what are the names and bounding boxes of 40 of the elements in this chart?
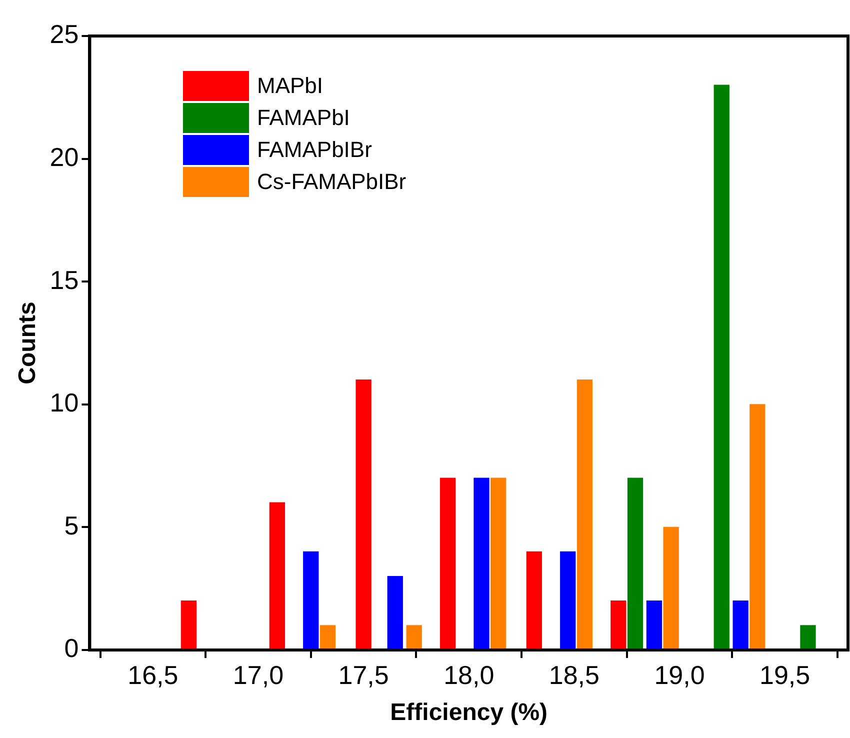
bar [440, 478, 456, 650]
bar [320, 625, 336, 650]
bar [610, 600, 626, 650]
x-tick-label: 17,5 [338, 660, 389, 690]
bar [303, 551, 319, 650]
x-tick-label: 19,0 [654, 660, 705, 690]
bar [750, 404, 766, 650]
bar [714, 84, 730, 650]
bar [663, 526, 679, 650]
bar [406, 625, 422, 650]
legend-label: MAPbI [257, 73, 324, 99]
y-tick-label: 0 [64, 633, 79, 664]
bar [526, 551, 542, 650]
bar [646, 600, 662, 650]
x-tick-label: 17,0 [232, 660, 284, 690]
bar [627, 478, 644, 650]
x-tick-label: 18,5 [548, 660, 600, 690]
bar [356, 380, 372, 650]
bar [387, 576, 403, 650]
bar [180, 600, 197, 650]
x-tick-label: 16,5 [128, 660, 178, 690]
bar [732, 600, 748, 650]
x-tick-label: 19,5 [760, 660, 810, 690]
x-tick-label: 18,0 [444, 660, 494, 690]
bar [576, 380, 593, 650]
bar [490, 478, 506, 650]
y-tick-label: 25 [50, 19, 79, 50]
legend-label: FAMAPbIBr [257, 137, 372, 163]
y-tick-label: 10 [50, 388, 79, 418]
bar [269, 502, 286, 650]
bar [800, 625, 816, 650]
x-axis-title: Efficiency (%) [390, 699, 548, 726]
y-axis-title: Counts [14, 302, 42, 384]
y-tick-label: 20 [50, 142, 79, 172]
bar [474, 478, 490, 650]
legend-label: FAMAPbI [257, 105, 350, 131]
y-tick-label: 15 [50, 264, 79, 295]
y-tick-label: 5 [64, 510, 79, 540]
legend-label: Cs-FAMAPbIBr [257, 169, 406, 195]
bar [560, 551, 576, 650]
